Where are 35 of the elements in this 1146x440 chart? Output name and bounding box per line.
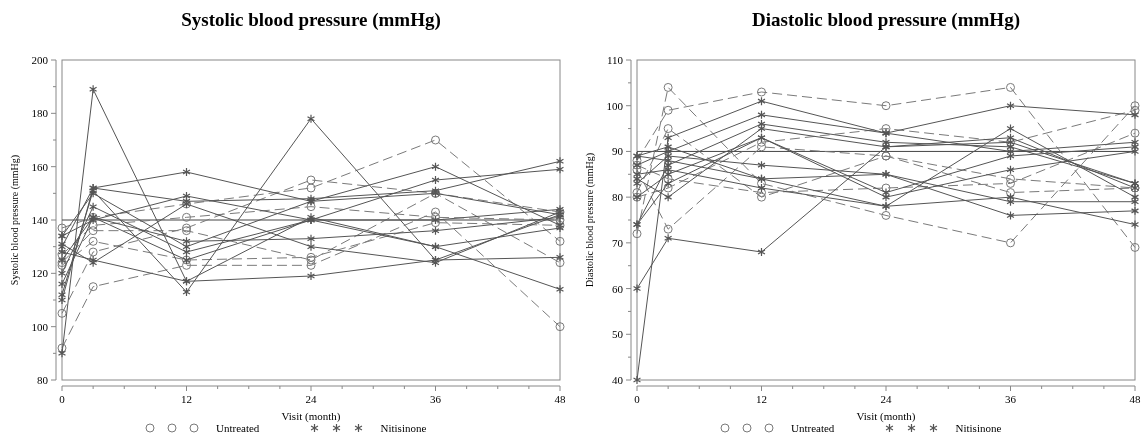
x-tick-label: 48 (1129, 393, 1141, 405)
y-tick-label: 100 (31, 320, 49, 333)
y-tick-label: 80 (37, 374, 49, 386)
y-axis-title: Diastolic blood pressure (mmHg) (584, 152, 596, 288)
x-tick-label: 24 (880, 393, 892, 405)
x-axis-title: Visit (month) (281, 410, 341, 423)
y-tick-label: 40 (612, 374, 624, 386)
x-axis-title: Visit (month) (856, 410, 916, 423)
x-tick-label: 0 (59, 393, 66, 405)
y-tick-label: 60 (612, 282, 624, 295)
legend-label: Untreated (791, 422, 835, 434)
y-tick-label: 100 (606, 99, 624, 112)
legend-label: Nitisinone (380, 422, 427, 434)
x-tick-label: 48 (554, 393, 566, 405)
x-tick-label: 12 (181, 393, 192, 405)
y-tick-label: 120 (31, 267, 49, 280)
y-tick-label: 140 (31, 214, 49, 226)
y-tick-label: 90 (612, 145, 624, 158)
x-tick-label: 12 (756, 393, 767, 405)
legend-label: Untreated (216, 422, 260, 434)
y-tick-label: 160 (31, 160, 49, 173)
x-tick-label: 0 (634, 393, 641, 405)
x-tick-label: 36 (430, 393, 442, 405)
legend-label: Nitisinone (955, 422, 1002, 434)
x-tick-label: 36 (1005, 393, 1017, 405)
y-tick-label: 50 (612, 328, 624, 341)
y-axis-title: Systolic blood pressure (mmHg) (9, 154, 21, 286)
y-tick-label: 110 (606, 54, 624, 66)
chart-title: Systolic blood pressure (mmHg) (181, 9, 441, 31)
y-tick-label: 200 (31, 54, 49, 66)
y-tick-label: 180 (31, 107, 49, 120)
chart-title: Diastolic blood pressure (mmHg) (752, 9, 1020, 31)
y-tick-label: 70 (612, 236, 624, 249)
y-tick-label: 80 (612, 191, 624, 204)
x-tick-label: 24 (305, 393, 317, 405)
